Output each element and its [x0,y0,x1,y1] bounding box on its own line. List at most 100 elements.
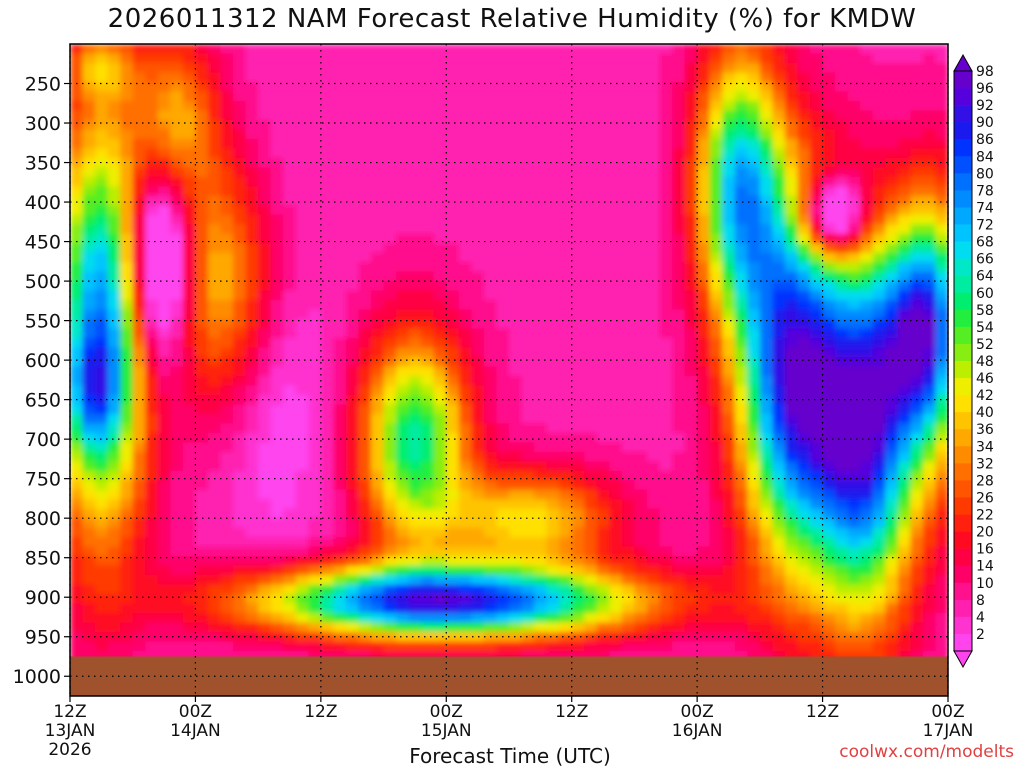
colorbar-label: 46 [976,371,994,387]
y-tick-label: 500 [25,271,61,293]
colorbar-swatch [954,207,972,225]
colorbar-label: 28 [976,473,994,489]
credit-text: coolwx.com/modelts [839,742,1014,762]
colorbar-label: 90 [976,115,994,131]
y-tick-label: 650 [25,390,61,412]
colorbar-label: 60 [976,286,994,302]
colorbar-label: 64 [976,269,994,285]
colorbar-swatch [954,616,972,635]
colorbar-label: 84 [976,149,994,165]
x-tick-label: 16JAN [672,721,723,741]
colorbar-label: 2 [976,627,985,643]
x-tick-label: 13JAN [45,721,96,741]
colorbar-label: 96 [976,81,994,97]
humidity-field [70,44,948,696]
colorbar-swatch [954,258,972,277]
x-tick-label: 12Z [555,702,588,722]
colorbar-swatch [954,378,972,396]
x-tick-label: 12Z [806,702,839,722]
colorbar-swatch [954,565,972,584]
colorbar-label: 66 [976,252,994,268]
colorbar-label: 20 [976,525,994,541]
colorbar-label: 14 [976,559,994,575]
colorbar-swatch [954,71,972,89]
colorbar-swatch [954,633,972,652]
colorbar-label: 8 [976,593,985,609]
y-tick-label: 600 [25,350,61,372]
colorbar-swatch [954,343,972,362]
x-tick-label: 00Z [179,702,212,722]
x-tick-label: 17JAN [923,721,974,741]
colorbar-swatch [954,173,972,191]
colorbar-label: 4 [976,610,985,626]
x-tick-label: 2026 [48,740,91,760]
y-tick-label: 250 [25,74,61,96]
colorbar-swatch [954,429,972,447]
colorbar-label: 92 [976,98,994,114]
x-tick-label: 00Z [430,702,463,722]
colorbar-label: 86 [976,132,994,148]
y-tick-label: 700 [25,429,61,451]
colorbar-swatch [954,463,972,481]
colorbar-top-arrow [953,53,973,72]
colorbar-swatch [954,139,972,157]
colorbar-label: 74 [976,200,994,216]
y-tick-label: 850 [25,548,61,570]
colorbar-swatch [954,190,972,208]
colorbar-bottom-arrow [953,650,973,669]
colorbar-label: 72 [976,218,994,234]
x-tick-label: 00Z [681,702,714,722]
colorbar-label: 80 [976,166,994,182]
colorbar-swatch [954,514,972,532]
y-tick-label: 900 [25,587,61,609]
colorbar-label: 32 [976,456,994,472]
colorbar-label: 78 [976,183,994,199]
colorbar-label: 98 [976,64,994,80]
colorbar-frame [953,70,973,652]
colorbar-swatch [954,122,972,140]
y-tick-label: 550 [25,311,61,333]
colorbar-label: 26 [976,490,994,506]
colorbar-swatch [954,292,972,311]
colorbar-swatch [954,275,972,294]
colorbar-swatch [954,480,972,498]
y-tick-label: 750 [25,469,61,491]
colorbar-swatch [954,241,972,259]
colorbar-swatch [954,531,972,549]
colorbar-swatch [954,309,972,328]
x-tick-label: 00Z [931,702,964,722]
colorbar-swatch [954,497,972,515]
plot-frame [69,43,949,697]
colorbar-swatch [954,88,972,106]
y-tick-label: 950 [25,627,61,649]
colorbar-label: 22 [976,508,994,524]
y-tick-label: 350 [25,153,61,175]
y-tick-label: 1000 [13,666,61,688]
colorbar-label: 10 [976,576,994,592]
x-tick-label: 12Z [53,702,86,722]
y-tick-label: 450 [25,232,61,254]
colorbar-swatch [954,395,972,413]
colorbar-swatch [954,582,972,601]
colorbar-swatch [954,548,972,567]
colorbar-swatch [954,599,972,618]
colorbar-swatch [954,224,972,242]
y-tick-label: 400 [25,192,61,214]
y-tick-label: 800 [25,508,61,530]
colorbar-swatch [954,412,972,430]
colorbar-swatch [954,326,972,345]
colorbar-label: 40 [976,405,994,421]
colorbar-label: 42 [976,388,994,404]
colorbar-swatch [954,361,972,379]
colorbar-label: 58 [976,303,994,319]
colorbar: 9896929086848078747268666460585452484642… [953,53,994,669]
x-tick-label: 15JAN [421,721,472,741]
y-axis: 250 300 350 400 450 500 550 600 650 700 750 800 850 9… [13,74,70,688]
colorbar-label: 54 [976,320,994,336]
colorbar-swatch [954,156,972,174]
x-tick-label: 12Z [304,702,337,722]
chart-title: 2026011312 NAM Forecast Relative Humidit… [107,4,917,34]
colorbar-label: 52 [976,337,994,353]
colorbar-label: 34 [976,439,994,455]
x-axis-title: Forecast Time (UTC) [409,744,611,768]
